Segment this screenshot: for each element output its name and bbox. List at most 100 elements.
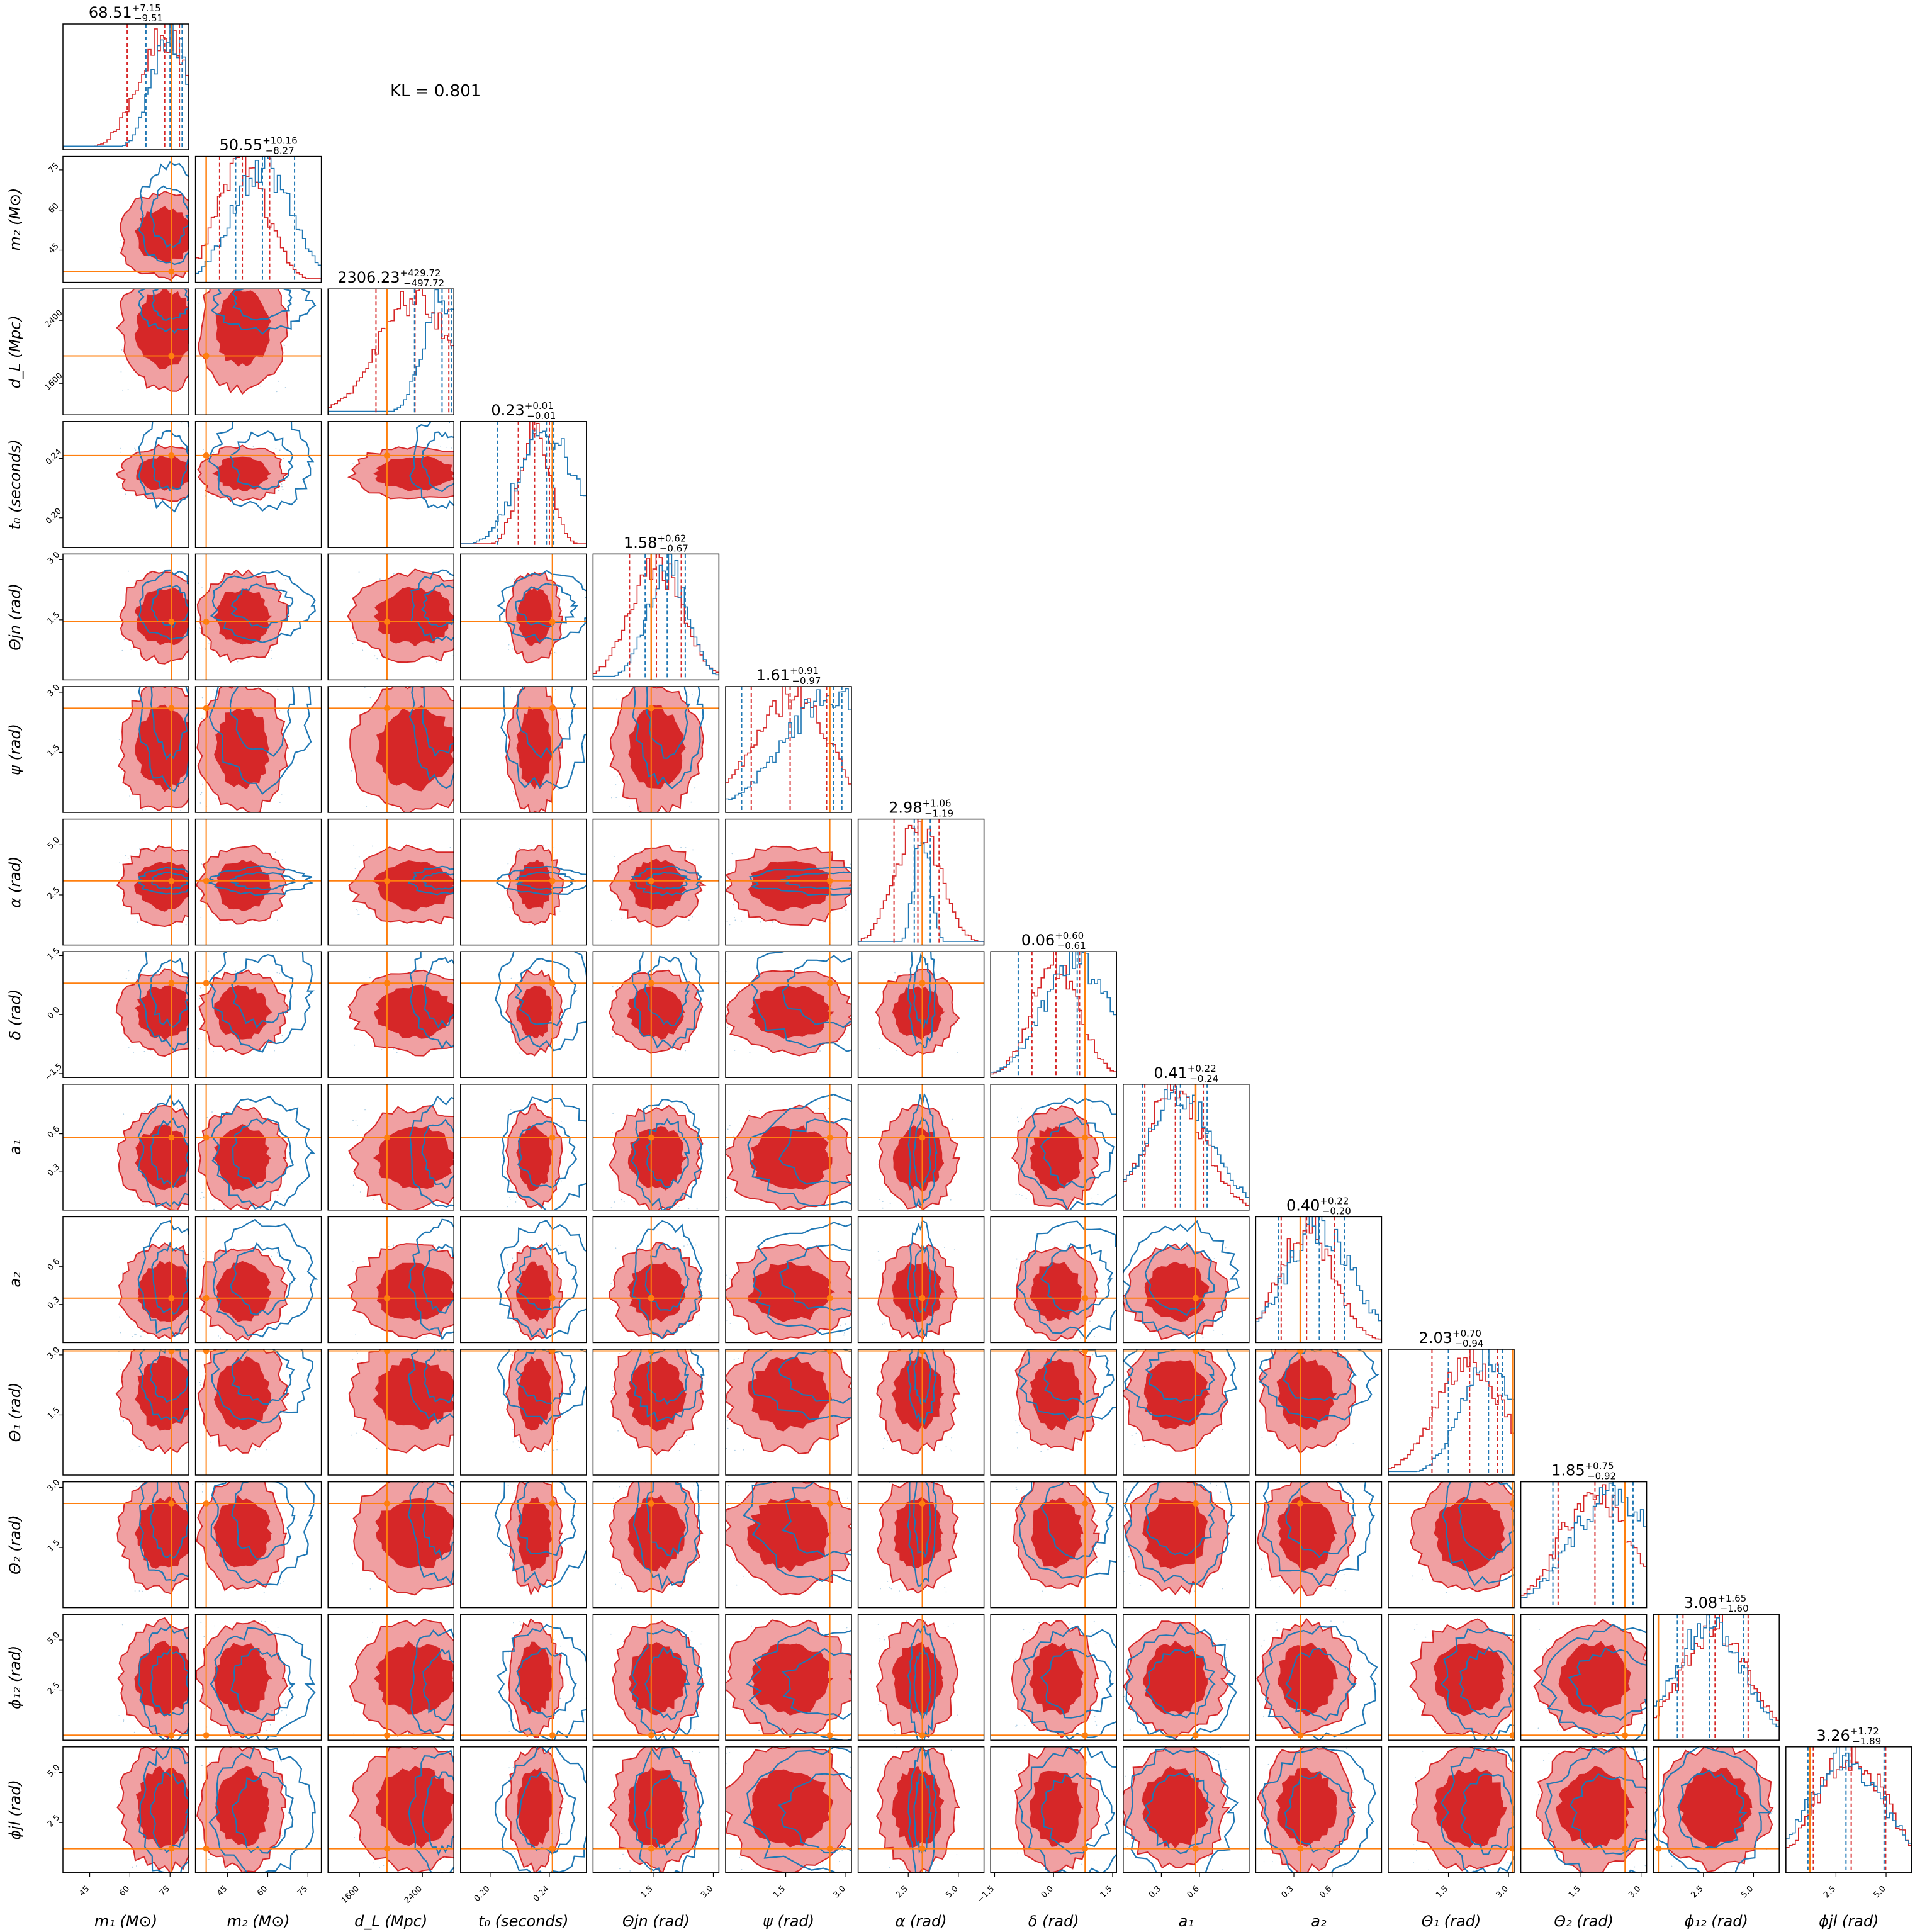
sample-point (143, 1111, 145, 1113)
panel-theta2-vs-a1 (1123, 1481, 1250, 1609)
sample-point (203, 1362, 205, 1363)
sample-point (845, 1323, 846, 1325)
sample-point (120, 451, 121, 453)
sample-point (358, 856, 360, 858)
sample-point (189, 1326, 191, 1327)
sample-point (208, 1858, 210, 1860)
blue-contour-inner (150, 1648, 189, 1716)
sample-point (882, 1323, 883, 1325)
sample-point (619, 682, 621, 683)
blue-contour-inner (779, 1244, 851, 1312)
sample-point (423, 685, 424, 687)
sample-point (472, 646, 473, 647)
sample-point (727, 1427, 729, 1429)
sample-point (622, 1573, 623, 1575)
sample-point (123, 639, 125, 641)
sample-point (283, 344, 284, 346)
sample-point (840, 1427, 842, 1428)
sample-point (610, 1633, 612, 1635)
sample-point (202, 647, 203, 648)
sample-point (201, 717, 203, 719)
sample-point (846, 1497, 848, 1499)
sample-point (749, 1110, 750, 1111)
sample-point (699, 1324, 700, 1326)
sample-point (463, 1426, 464, 1427)
sample-point (201, 1765, 203, 1766)
sample-point (134, 447, 136, 449)
sample-point (688, 1208, 690, 1210)
sample-point (1199, 1447, 1200, 1449)
sample-point (1222, 1588, 1223, 1590)
sample-point (132, 1867, 133, 1868)
sample-point (276, 1252, 278, 1254)
sample-point (700, 1490, 702, 1491)
sample-point (544, 1451, 546, 1452)
sample-point (261, 1244, 262, 1246)
sample-point (199, 1205, 201, 1206)
sample-point (519, 1621, 521, 1623)
sample-point (473, 1317, 475, 1318)
panel-contents (460, 1614, 587, 1741)
panel-frame (592, 818, 720, 946)
sample-point (1096, 1548, 1098, 1550)
truth-point (203, 352, 210, 359)
blue-contour-outer (746, 1626, 851, 1741)
sample-point (726, 1197, 727, 1199)
sample-point (197, 1773, 198, 1775)
panel-contents (63, 421, 189, 548)
sample-point (284, 1013, 286, 1014)
truth-point (383, 1349, 390, 1354)
sample-point (514, 578, 515, 580)
panel-theta2-vs-dL (327, 1481, 454, 1609)
sample-point (218, 1335, 219, 1337)
sample-point (557, 1441, 559, 1442)
sample-point (804, 1347, 806, 1349)
truth-point (1192, 1349, 1199, 1354)
sample-point (699, 698, 700, 700)
panel-frame (725, 818, 852, 946)
sample-point (118, 1543, 120, 1545)
sample-point (828, 1108, 829, 1109)
blue-contour-outer (742, 1481, 851, 1583)
sample-point (1096, 1724, 1098, 1726)
red-contour-inner (627, 1495, 686, 1572)
sample-point (193, 1010, 194, 1011)
sample-point (209, 1761, 210, 1763)
panel-theta2-vs-a2 (1255, 1481, 1383, 1609)
sample-point (945, 1591, 947, 1593)
sample-point (956, 1369, 957, 1371)
sample-point (133, 1052, 135, 1053)
sample-point (474, 916, 475, 918)
panel-frame (1123, 1216, 1250, 1344)
blue-contour-outer (208, 1746, 316, 1873)
panel-frame (327, 686, 454, 813)
sample-point (1524, 1651, 1525, 1652)
sample-point (699, 1712, 701, 1713)
panel-frame (1388, 1481, 1515, 1609)
sample-point (519, 1447, 520, 1449)
panel-a1-vs-psi (725, 1084, 852, 1211)
sample-point (561, 1120, 562, 1122)
sample-point (843, 1334, 845, 1336)
sample-point (353, 1554, 355, 1556)
sample-point (457, 1254, 458, 1255)
blue-contour-outer (1264, 1626, 1378, 1741)
blue-contour-inner (1568, 1647, 1647, 1721)
panel-contents (858, 1481, 984, 1608)
sample-point (1347, 1489, 1349, 1491)
sample-point (1189, 1340, 1190, 1341)
panel-phi12-vs-theta1 (1388, 1614, 1525, 1741)
sample-point (512, 1441, 514, 1443)
panel-theta1-vs-a2 (1255, 1339, 1383, 1476)
sample-point (1093, 1620, 1095, 1622)
truth-point (826, 1295, 833, 1301)
panel-frame (62, 686, 189, 813)
sample-point (475, 1207, 476, 1208)
sample-point (1091, 1632, 1093, 1634)
sample-point (1305, 1339, 1306, 1340)
sample-point (200, 1379, 202, 1381)
sample-point (199, 628, 201, 629)
sample-point (619, 1486, 620, 1488)
sample-point (376, 658, 378, 660)
panel-contents (726, 1481, 851, 1608)
